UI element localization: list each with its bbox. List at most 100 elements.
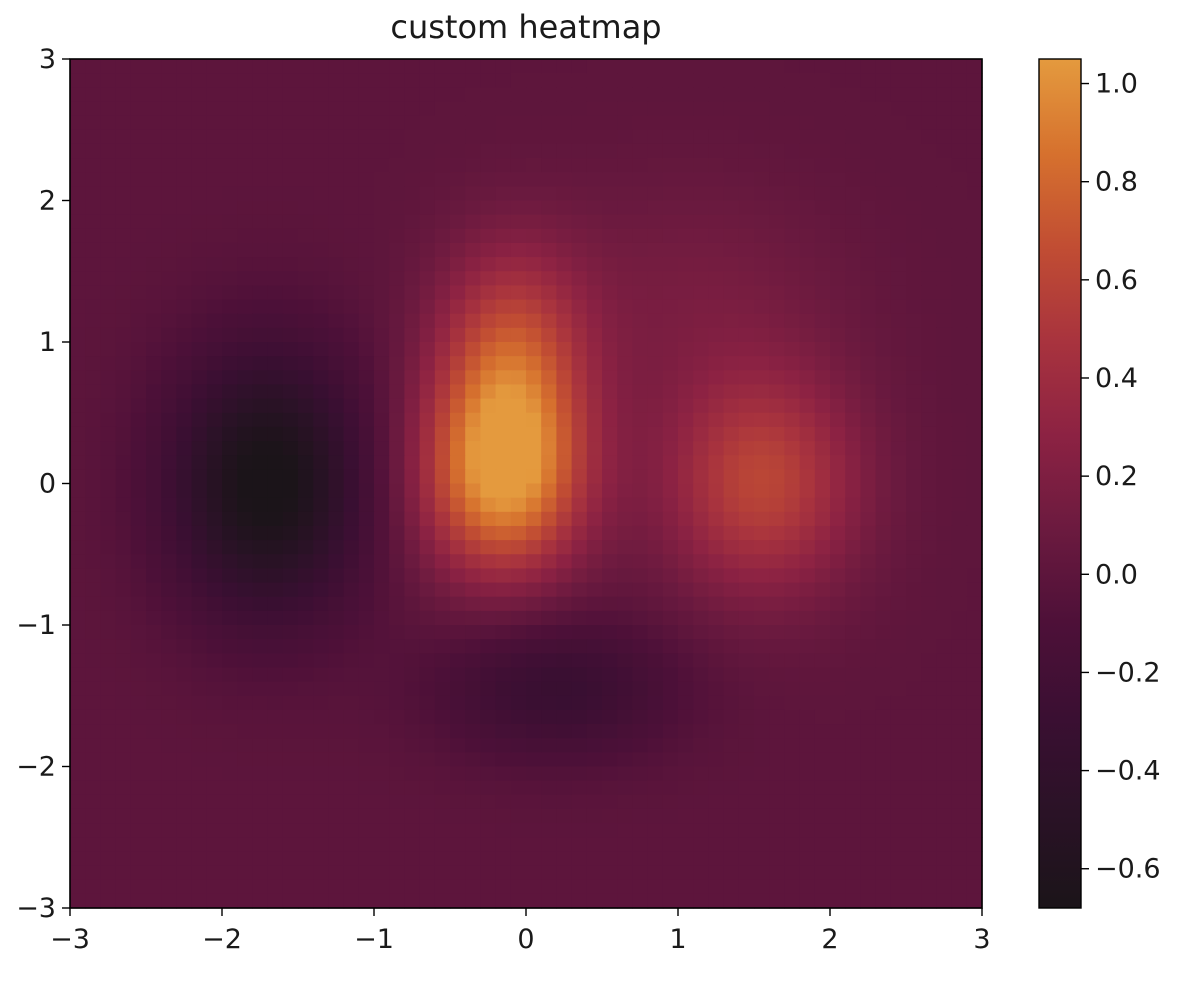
heatmap-cell <box>282 582 299 598</box>
heatmap-cell <box>237 271 253 286</box>
heatmap-cell <box>602 653 618 669</box>
heatmap-cell <box>769 653 785 669</box>
heatmap-cell <box>860 525 877 541</box>
heatmap-cell <box>267 667 284 683</box>
heatmap-cell <box>602 724 618 739</box>
heatmap-cell <box>723 724 740 739</box>
heatmap-cell <box>100 299 117 315</box>
heatmap-cell <box>662 483 679 499</box>
heatmap-cell <box>85 639 101 654</box>
heatmap-cell <box>130 865 147 881</box>
heatmap-cell <box>617 299 633 315</box>
heatmap-cell <box>723 582 740 598</box>
heatmap-cell <box>495 851 512 867</box>
heatmap-cell <box>434 724 451 739</box>
heatmap-cell <box>343 342 360 357</box>
heatmap-cell <box>647 426 664 442</box>
heatmap-cell <box>495 511 512 527</box>
heatmap-cell <box>632 554 649 569</box>
heatmap-cell <box>662 893 679 909</box>
heatmap-cell <box>921 115 937 131</box>
heatmap-cell <box>419 568 436 584</box>
heatmap-cell <box>465 313 481 329</box>
heatmap-cell <box>541 214 557 230</box>
heatmap-cell <box>906 709 922 725</box>
heatmap-cell <box>814 610 831 626</box>
heatmap-cell <box>328 540 345 555</box>
heatmap-cell <box>602 129 618 145</box>
heatmap-cell <box>708 823 725 838</box>
heatmap-cell <box>845 681 861 697</box>
heatmap-cell <box>662 214 679 230</box>
heatmap-cell <box>936 158 953 173</box>
heatmap-cell <box>845 653 861 669</box>
heatmap-cell <box>769 511 785 527</box>
heatmap-cell <box>495 540 512 555</box>
heatmap-cell <box>693 59 709 74</box>
heatmap-cell <box>237 313 253 329</box>
heatmap-cell <box>343 257 360 272</box>
heatmap-cell <box>85 271 101 286</box>
heatmap-cell <box>662 695 679 711</box>
heatmap-cell <box>586 681 603 697</box>
heatmap-cell <box>799 766 816 782</box>
heatmap-cell <box>480 101 497 117</box>
heatmap-cell <box>723 59 740 74</box>
heatmap-cell <box>602 625 618 640</box>
heatmap-cell <box>510 186 527 202</box>
heatmap-cell <box>465 228 481 244</box>
heatmap-cell <box>298 681 314 697</box>
heatmap-cell <box>693 143 709 159</box>
heatmap-cell <box>906 441 922 456</box>
heatmap-cell <box>358 695 375 711</box>
heatmap-cell <box>374 610 390 626</box>
heatmap-cell <box>130 780 147 796</box>
x-tick-label: 0 <box>517 924 534 955</box>
heatmap-cell <box>845 568 861 584</box>
heatmap-cell <box>298 59 314 74</box>
heatmap-cell <box>161 610 177 626</box>
heatmap-cell <box>526 709 542 725</box>
heatmap-cell <box>222 823 238 838</box>
heatmap-cell <box>860 851 877 867</box>
heatmap-cell <box>510 271 527 286</box>
heatmap-cell <box>434 186 451 202</box>
heatmap-cell <box>222 596 238 612</box>
heatmap-cell <box>358 823 375 838</box>
heatmap-cell <box>389 115 405 131</box>
heatmap-cell <box>222 313 238 329</box>
heatmap-cell <box>784 158 801 173</box>
heatmap-cell <box>343 525 360 541</box>
heatmap-cell <box>586 483 603 499</box>
heatmap-cell <box>85 497 101 513</box>
heatmap-cell <box>586 327 603 343</box>
heatmap-cell <box>708 568 725 584</box>
heatmap-cell <box>708 653 725 669</box>
heatmap-cell <box>161 412 177 428</box>
heatmap-cell <box>784 129 801 145</box>
heatmap-cell <box>556 724 573 739</box>
heatmap-cell <box>100 709 117 725</box>
heatmap-cell <box>754 752 770 768</box>
heatmap-cell <box>328 59 345 74</box>
heatmap-cell <box>374 398 390 414</box>
heatmap-cell <box>328 625 345 640</box>
heatmap-cell <box>799 73 816 88</box>
heatmap-cell <box>480 214 497 230</box>
heatmap-cell <box>85 398 101 414</box>
heatmap-cell <box>389 370 405 386</box>
heatmap-cell <box>830 724 846 739</box>
heatmap-cell <box>146 412 162 428</box>
heatmap-cell <box>191 327 208 343</box>
heatmap-cell <box>480 426 497 442</box>
heatmap-cell <box>845 342 861 357</box>
heatmap-cell <box>176 837 193 852</box>
heatmap-cell <box>419 370 436 386</box>
heatmap-cell <box>222 695 238 711</box>
heatmap-cell <box>693 823 709 838</box>
heatmap-cell <box>921 228 937 244</box>
heatmap-cell <box>100 596 117 612</box>
heatmap-cell <box>936 766 953 782</box>
heatmap-cell <box>161 879 177 895</box>
heatmap-cell <box>678 129 694 145</box>
